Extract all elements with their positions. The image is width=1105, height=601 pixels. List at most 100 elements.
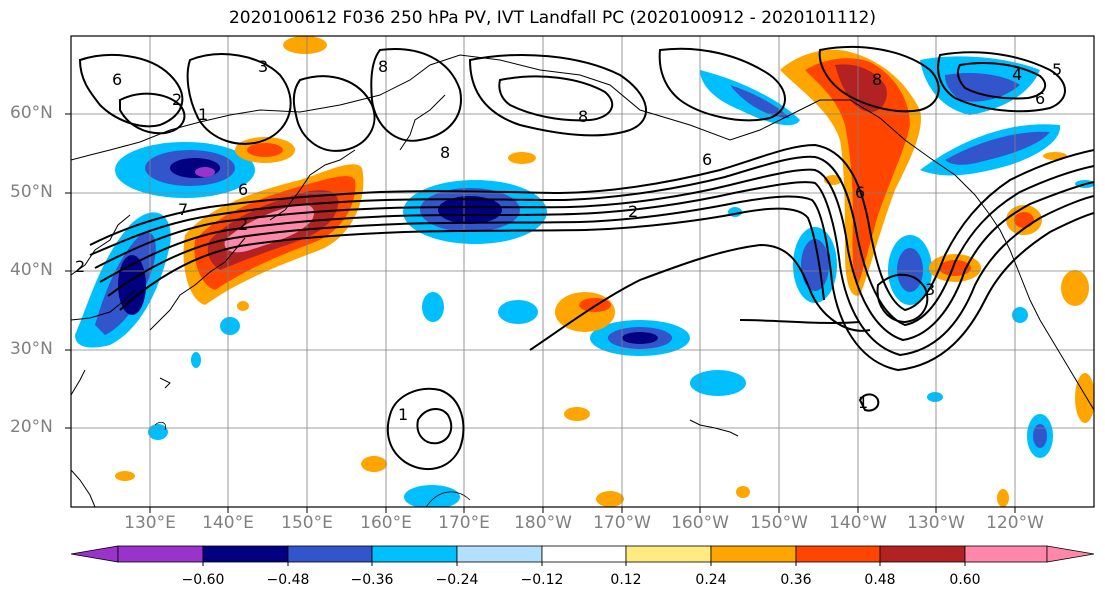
pv-anomaly-region (148, 424, 168, 440)
colorbar-segment (456, 545, 543, 563)
lon-label: 170°W (593, 513, 651, 533)
pv-anomaly-region (564, 407, 590, 421)
contour-label: 6 (702, 150, 712, 169)
lat-label: 60°N (10, 103, 53, 123)
pv-anomaly-region (801, 239, 829, 291)
lat-label: 30°N (10, 339, 53, 359)
colorbar-segment (117, 545, 204, 563)
lat-label: 20°N (10, 417, 53, 437)
colorbar-ticks (202, 562, 966, 566)
map-panel: 6 1 2 3 8 8 8 6 6 2 2 7 2 1 1 8 4 5 6 3 … (71, 36, 1094, 507)
lat-label: 50°N (10, 182, 53, 202)
pv-anomaly-region (622, 332, 658, 344)
pv-anomaly-region (690, 370, 746, 396)
colorbar-tick-label: −0.48 (266, 572, 310, 588)
colorbar-tick-label: 0.12 (610, 572, 642, 588)
colorbar-segment (964, 545, 1048, 563)
contour-label: 5 (1052, 60, 1062, 79)
lon-label: 120°W (986, 513, 1044, 533)
pv-anomaly-region (438, 196, 502, 224)
colorbar-tick-label: 0.60 (949, 572, 981, 588)
colorbar-tick-label: 0.36 (780, 572, 812, 588)
colorbar-tick-label: 0.24 (695, 572, 727, 588)
lon-label: 180°W (514, 513, 572, 533)
pv-anomaly-region (1075, 373, 1094, 423)
pv-anomaly-region (422, 292, 444, 322)
colorbar-segment (879, 545, 966, 563)
pv-anomaly-region (508, 152, 536, 164)
pv-anomaly-region (237, 301, 249, 311)
colorbar-tick-label: −0.24 (435, 572, 479, 588)
graticule (71, 36, 1094, 507)
contour-label: 6 (112, 70, 122, 89)
pv-anomaly-region (283, 36, 327, 54)
pv-contours (78, 45, 1094, 471)
contour-label: 1 (858, 393, 868, 412)
pv-anomaly-region (191, 352, 201, 368)
pv-anomaly-region (997, 489, 1009, 507)
contour-label: 2 (628, 202, 638, 221)
lon-label: 150°W (750, 513, 808, 533)
contour-label: 4 (1012, 65, 1022, 84)
contour-label: 1 (398, 405, 408, 424)
contour-label: 6 (1035, 89, 1045, 108)
contour-label: 8 (578, 107, 588, 126)
colorbar-tick-label: −0.60 (181, 572, 225, 588)
pv-anomaly-region (897, 248, 923, 292)
pv-anomaly-region (730, 85, 790, 118)
axis-ticks (65, 113, 1016, 513)
contour-label: 8 (440, 143, 450, 162)
contour-label: 7 (178, 200, 188, 219)
colorbar-segment (70, 545, 119, 563)
colorbar-tick-label: 0.48 (864, 572, 896, 588)
contour-label: 2 (172, 90, 182, 109)
lat-label: 40°N (10, 260, 53, 280)
lon-label: 140°E (202, 513, 254, 533)
pv-anomaly-region (835, 64, 887, 112)
chart-title: 2020100612 F036 250 hPa PV, IVT Landfall… (228, 8, 876, 28)
colorbar-segment (202, 545, 289, 563)
pv-anomaly-region (115, 471, 135, 481)
colorbar-segment (625, 545, 712, 563)
colorbar (70, 545, 1095, 563)
pv-anomaly-region (361, 456, 387, 472)
contour-label: 1 (198, 105, 208, 124)
colorbar-segment (1046, 545, 1095, 563)
colorbar-segment (795, 545, 881, 563)
pv-anomaly-region (247, 143, 283, 157)
contour-label: 8 (872, 70, 882, 89)
coastlines (71, 54, 1094, 507)
lon-label: 140°W (829, 513, 887, 533)
pv-anomaly-region (1033, 424, 1047, 448)
colorbar-segment (371, 545, 458, 563)
pv-anomaly-region (939, 260, 971, 276)
lon-label: 160°W (671, 513, 729, 533)
lon-label: 150°E (281, 513, 333, 533)
pv-anomaly-region (404, 485, 460, 507)
contour-label: 3 (925, 280, 935, 299)
pv-anomaly-region (1014, 212, 1034, 228)
lon-label: 130°E (124, 513, 176, 533)
pv-anomaly-region (596, 491, 624, 507)
contour-label: 6 (238, 180, 248, 199)
lon-label: 130°W (907, 513, 965, 533)
pv-anomaly-region (927, 392, 943, 402)
pv-anomaly-region (195, 167, 215, 177)
pv-anomaly-region (945, 131, 1050, 165)
pv-anomaly-region (498, 300, 538, 324)
colorbar-tick-label: −0.36 (350, 572, 394, 588)
contour-label: 3 (258, 57, 268, 76)
colorbar-segment (287, 545, 373, 563)
ivt-contours (154, 421, 471, 507)
lon-label: 160°E (360, 513, 412, 533)
colorbar-segment (541, 545, 627, 563)
pv-anomaly-region (736, 486, 750, 498)
lon-label: 170°E (438, 513, 490, 533)
pv-anomaly-region (1061, 270, 1089, 306)
contour-label: 6 (855, 183, 865, 202)
pv-anomaly-region (220, 317, 240, 335)
colorbar-tick-label: −0.12 (520, 572, 564, 588)
contour-labels: 6 1 2 3 8 8 8 6 6 2 2 7 2 1 1 8 4 5 6 3 … (75, 57, 1062, 424)
contour-label: 2 (75, 257, 85, 276)
